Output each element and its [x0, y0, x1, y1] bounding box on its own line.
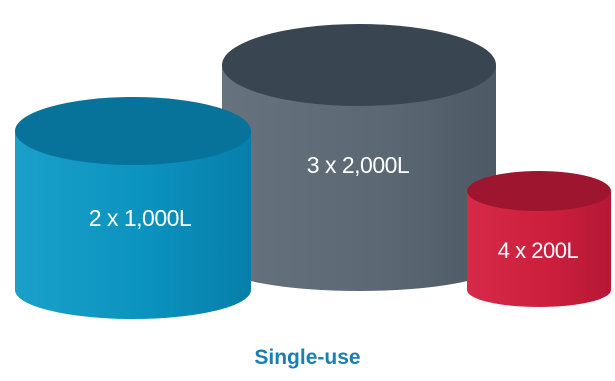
tank-200l-body: [467, 191, 611, 307]
tank-1000l: 2 x 1,000L: [15, 97, 251, 319]
tank-200l: 4 x 200L: [467, 171, 611, 307]
tank-2000l-body: [222, 65, 496, 291]
tank-2000l-label: 3 x 2,000L: [307, 152, 410, 178]
tank-2000l: 3 x 2,000L: [222, 24, 496, 291]
tank-200l-label: 4 x 200L: [498, 238, 579, 263]
diagram-caption: Single-use: [254, 346, 361, 369]
tank-1000l-label: 2 x 1,000L: [89, 205, 192, 231]
tank-2000l-top: [222, 24, 496, 106]
tank-1000l-top: [15, 97, 251, 165]
tank-200l-top: [467, 171, 611, 211]
tank-1000l-body: [15, 131, 251, 319]
